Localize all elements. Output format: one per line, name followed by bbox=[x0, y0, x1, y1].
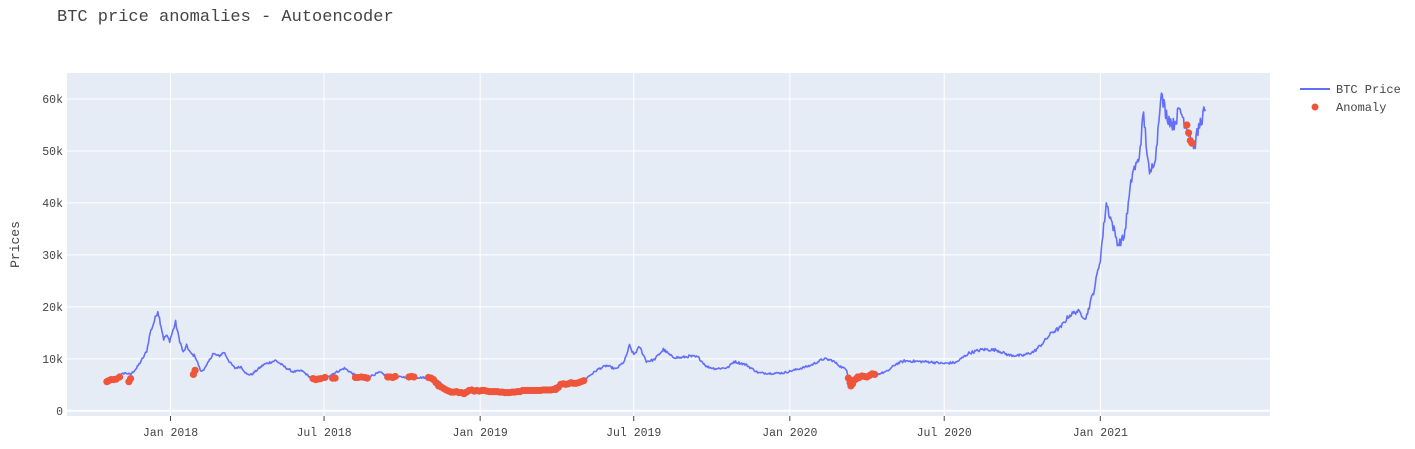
anomaly-point bbox=[1183, 121, 1191, 129]
x-tick-label: Jan 2018 bbox=[143, 427, 198, 440]
y-tick-label: 40k bbox=[42, 198, 63, 211]
anomaly-point bbox=[321, 373, 329, 382]
y-axis-title: Prices bbox=[8, 221, 23, 268]
anomaly-point bbox=[127, 375, 135, 383]
legend-item-anomaly[interactable]: Anomaly bbox=[1311, 101, 1387, 115]
anomaly-point bbox=[580, 377, 588, 385]
y-tick-label: 0 bbox=[56, 406, 63, 419]
axes: 0 10k 20k 30k 40k 50k 60k Jan 2018 Jul 2018 Jan 2… bbox=[42, 94, 1128, 440]
x-tick-label: Jul 2019 bbox=[606, 427, 661, 440]
series-line-btc-price bbox=[106, 92, 1207, 395]
anomaly-point bbox=[871, 370, 879, 378]
y-tick-label: 10k bbox=[42, 354, 63, 367]
x-tick-label: Jul 2018 bbox=[296, 427, 351, 440]
grid-lines bbox=[67, 73, 1270, 416]
anomaly-point bbox=[191, 366, 199, 374]
anomaly-point bbox=[116, 373, 124, 381]
anomaly-point bbox=[1185, 129, 1193, 137]
anomaly-point bbox=[331, 374, 339, 382]
y-tick-label: 30k bbox=[42, 250, 63, 263]
x-tick-label: Jan 2020 bbox=[762, 427, 817, 440]
plot-area bbox=[67, 73, 1270, 416]
anomaly-point bbox=[1188, 139, 1196, 147]
y-tick-label: 50k bbox=[42, 146, 63, 159]
anomaly-point bbox=[363, 374, 371, 382]
anomaly-point bbox=[391, 372, 399, 381]
legend-label-anomaly: Anomaly bbox=[1336, 101, 1386, 115]
x-tick-label: Jul 2020 bbox=[917, 427, 972, 440]
x-tick-label: Jan 2021 bbox=[1073, 427, 1128, 440]
legend[interactable]: BTC Price Anomaly bbox=[1300, 83, 1401, 115]
x-tick-label: Jan 2019 bbox=[453, 427, 508, 440]
y-tick-label: 60k bbox=[42, 94, 63, 107]
anomaly-point bbox=[410, 373, 418, 381]
series-anomaly-markers bbox=[103, 121, 1196, 398]
legend-label-btc-price: BTC Price bbox=[1336, 83, 1401, 97]
legend-item-btc-price[interactable]: BTC Price bbox=[1300, 83, 1401, 97]
y-tick-label: 20k bbox=[42, 302, 63, 315]
legend-swatch-marker bbox=[1311, 103, 1319, 111]
chart-title: BTC price anomalies - Autoencoder bbox=[57, 8, 394, 27]
